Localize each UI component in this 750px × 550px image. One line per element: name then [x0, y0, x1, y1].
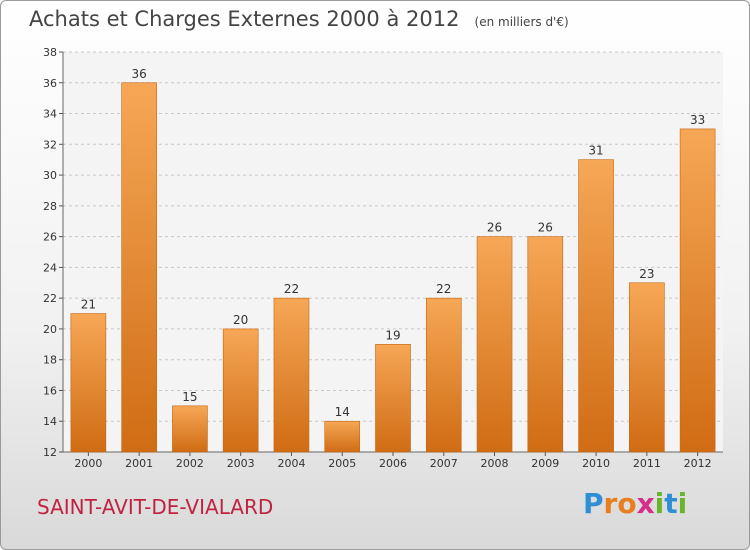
x-tick-label-2012: 2012	[684, 457, 712, 470]
chart-unit: (en milliers d'€)	[474, 15, 569, 29]
bar-2006	[375, 344, 411, 453]
x-tick-label-2011: 2011	[633, 457, 661, 470]
logo-letter: i	[654, 487, 665, 520]
bar-2002	[172, 405, 208, 453]
bar-layer: 21 36 15 20 22 14 19 22 26 26 31 23 33	[70, 67, 716, 453]
title-row: Achats et Charges Externes 2000 à 2012 (…	[29, 7, 569, 31]
commune-name: SAINT-AVIT-DE-VIALARD	[37, 495, 274, 519]
value-label-2007: 22	[436, 282, 451, 296]
y-tick-label: 26	[43, 231, 57, 244]
value-label-2005: 14	[335, 405, 350, 419]
x-tick-label-2007: 2007	[430, 457, 458, 470]
bar-2011	[629, 282, 665, 453]
y-tick-label: 20	[43, 323, 57, 336]
x-tick-label-2010: 2010	[582, 457, 610, 470]
y-tick-label: 32	[43, 138, 57, 151]
x-tick-label-2004: 2004	[277, 457, 305, 470]
value-label-2001: 36	[132, 67, 147, 81]
proxiti-logo: Proxiti	[583, 487, 687, 520]
logo-letter: i	[677, 487, 688, 520]
x-tick-label-2000: 2000	[74, 457, 102, 470]
x-tick-label-2002: 2002	[176, 457, 204, 470]
y-tick-label: 18	[43, 354, 57, 367]
x-tick-label-2008: 2008	[481, 457, 509, 470]
y-tick-label: 36	[43, 77, 57, 90]
y-tick-label: 30	[43, 169, 57, 182]
bar-2000	[70, 313, 107, 453]
bar-2010	[578, 159, 614, 453]
value-label-2004: 22	[284, 282, 299, 296]
value-label-2012: 33	[690, 113, 705, 127]
bar-2008	[476, 236, 513, 453]
y-tick-label: 14	[43, 415, 57, 428]
x-tick-label-2003: 2003	[227, 457, 255, 470]
bar-2003	[222, 328, 259, 453]
value-label-2003: 20	[233, 313, 248, 327]
y-tick-label: 22	[43, 292, 57, 305]
bar-2007	[425, 297, 462, 453]
bar-2001	[121, 82, 157, 453]
y-tick-label: 24	[43, 261, 57, 274]
x-tick-label-2001: 2001	[125, 457, 153, 470]
bar-2012	[679, 128, 716, 453]
y-tick-label: 16	[43, 384, 57, 397]
logo-letter: x	[636, 487, 655, 520]
bar-2009	[527, 236, 564, 453]
y-tick-label: 28	[43, 200, 57, 213]
value-label-2008: 26	[487, 221, 502, 235]
bar-2004	[273, 297, 310, 453]
y-tick-label: 12	[43, 446, 57, 459]
value-label-2002: 15	[182, 390, 197, 404]
logo-letter: t	[664, 487, 678, 520]
x-tick-label-2005: 2005	[328, 457, 356, 470]
y-tick-label: 34	[43, 108, 57, 121]
logo-letter: P	[583, 487, 604, 520]
value-label-2000: 21	[81, 298, 96, 312]
chart-title: Achats et Charges Externes 2000 à 2012	[29, 7, 460, 31]
y-tick-label: 38	[43, 46, 57, 59]
x-tick-label-2006: 2006	[379, 457, 407, 470]
bar-2005	[324, 420, 361, 453]
logo-letter: o	[617, 487, 637, 520]
logo-letter: r	[603, 487, 618, 520]
value-label-2011: 23	[639, 267, 654, 281]
value-label-2010: 31	[588, 144, 603, 158]
value-label-2006: 19	[385, 328, 400, 342]
x-tick-label-2009: 2009	[531, 457, 559, 470]
value-label-2009: 26	[538, 221, 553, 235]
